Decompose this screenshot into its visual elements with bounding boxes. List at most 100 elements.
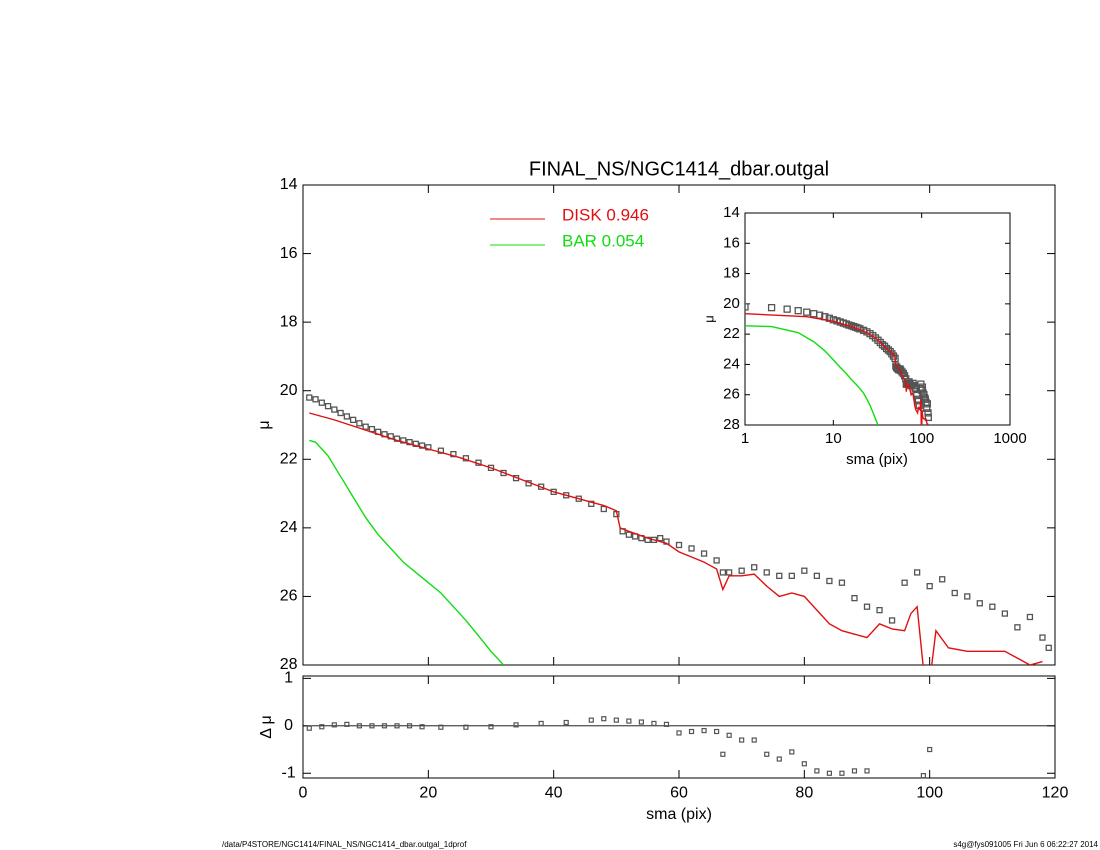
y-tick-label: 18: [280, 313, 298, 330]
data-point: [801, 567, 808, 574]
data-point: [1045, 644, 1052, 652]
data-point: [751, 564, 758, 571]
residual-point: [513, 722, 519, 728]
x-tick-label: 100: [916, 784, 943, 801]
data-point: [437, 447, 445, 454]
footer-left: /data/P4STORE/NGC1414/FINAL_NS/NGC1414_d…: [222, 840, 467, 849]
data-point: [393, 435, 401, 442]
data-point: [1014, 624, 1021, 631]
chart-title: FINAL_NS/NGC1414_dbar.outgal: [529, 158, 829, 180]
data-point: [688, 545, 695, 552]
data-point: [425, 444, 432, 451]
residual-point: [463, 724, 469, 730]
data-point: [324, 402, 332, 410]
series-group: [745, 303, 932, 425]
data-point: [713, 557, 720, 564]
data-point: [767, 303, 776, 312]
model-line: [309, 412, 1043, 665]
data-point: [876, 606, 883, 614]
y-tick-label: 14: [723, 204, 740, 221]
residual-point: [406, 723, 413, 729]
data-point: [644, 536, 651, 544]
data-point: [318, 399, 325, 406]
residual-point: [601, 716, 607, 722]
residual-point: [488, 724, 494, 730]
data-point: [863, 603, 871, 610]
data-point: [1039, 634, 1046, 641]
x-tick-label: 100: [909, 430, 934, 447]
residual-point: [331, 722, 337, 728]
data-point: [964, 593, 971, 600]
x-tick-label: 40: [545, 784, 563, 801]
y-tick-label: 14: [280, 176, 298, 193]
y-tick-label: 26: [723, 386, 740, 403]
data-point: [588, 500, 595, 508]
y-tick-label: 22: [280, 451, 298, 468]
data-point: [362, 423, 369, 430]
residual-point: [663, 721, 670, 727]
model-line: [745, 325, 879, 425]
y-tick-label: 26: [280, 588, 298, 605]
x-tick-label: 1: [741, 430, 749, 447]
y-tick-label: 20: [723, 295, 740, 312]
residual-point: [306, 725, 312, 731]
residual-point: [701, 727, 707, 734]
data-point: [803, 308, 811, 316]
data-point: [450, 450, 457, 458]
y-tick-label: 1: [284, 670, 293, 687]
data-point: [1001, 610, 1009, 617]
legend-label: DISK 0.946: [562, 205, 649, 224]
data-point: [913, 569, 921, 576]
data-point: [813, 572, 821, 580]
data-point: [356, 420, 363, 427]
residual-point: [713, 728, 720, 735]
data-point: [306, 394, 313, 401]
y-tick-label: 28: [280, 656, 298, 673]
y-tick-label: 20: [280, 382, 298, 399]
residual-point: [381, 723, 388, 729]
data-point: [776, 572, 783, 580]
residual-point: [739, 737, 745, 743]
y-axis-label: Δ μ: [258, 715, 275, 738]
data-point: [838, 579, 846, 586]
x-tick-label: 120: [1042, 784, 1069, 801]
y-tick-label: 24: [723, 355, 740, 372]
data-point: [876, 338, 884, 347]
y-tick-label: 24: [280, 519, 298, 536]
data-point: [989, 603, 996, 610]
residual-point: [688, 728, 695, 735]
data-point: [625, 531, 633, 538]
x-tick-label: 1000: [993, 430, 1026, 447]
residual-point: [764, 751, 770, 757]
residual-point: [438, 724, 444, 730]
residual-point: [801, 761, 807, 767]
data-point: [487, 464, 495, 472]
x-tick-label: 10: [825, 430, 842, 447]
model-line: [745, 313, 929, 425]
data-point: [1026, 613, 1034, 621]
residual-point: [638, 719, 645, 725]
residual-point: [394, 723, 400, 729]
data-point: [349, 416, 357, 424]
residual-point: [651, 720, 657, 727]
residual-point: [751, 737, 757, 743]
data-point: [337, 409, 344, 417]
data-point: [657, 534, 664, 542]
footer-right: s4g@fys091005 Fri Jun 6 06:22:27 2014: [953, 840, 1098, 849]
data-point: [406, 438, 413, 446]
data-point: [738, 567, 745, 574]
residual-point: [588, 717, 594, 723]
x-tick-label: 80: [795, 784, 813, 801]
residual-point: [839, 770, 845, 776]
residual-point: [920, 773, 927, 779]
data-point: [826, 577, 833, 585]
data-point: [926, 582, 933, 590]
data-point: [412, 440, 419, 448]
data-point: [719, 569, 727, 576]
series-group: [306, 394, 1052, 665]
data-point: [312, 396, 319, 403]
x-axis-label: sma (pix): [646, 806, 712, 823]
x-tick-label: 0: [299, 784, 308, 801]
x-tick-label: 20: [419, 784, 437, 801]
